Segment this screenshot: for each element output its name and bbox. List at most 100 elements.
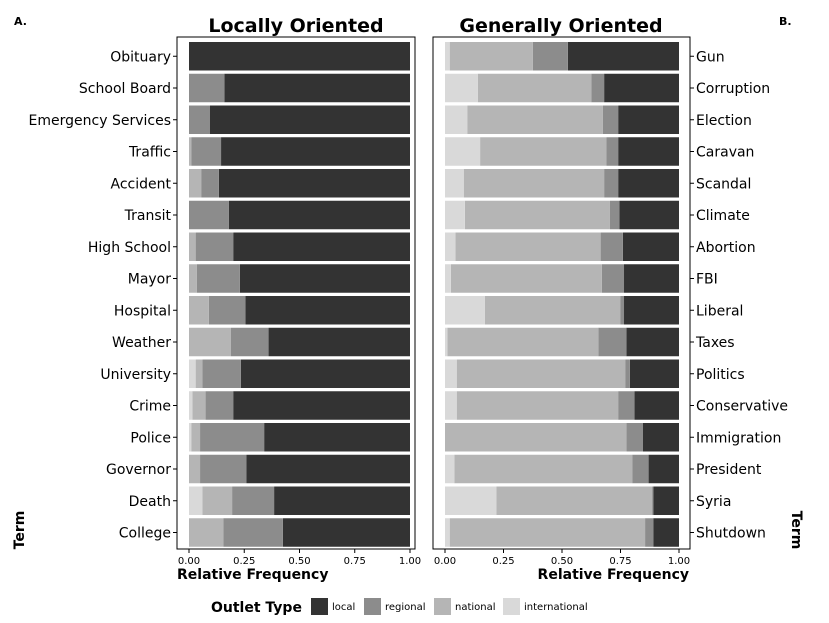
category-label-immigration: Immigration: [696, 430, 781, 446]
category-label-accident: Accident: [111, 176, 172, 192]
bar-taxes-regional: [598, 327, 627, 357]
bar-college-local: [282, 518, 410, 547]
bar-president-international: [445, 454, 455, 484]
category-label-weather: Weather: [112, 335, 171, 351]
category-label-crime: Crime: [129, 399, 171, 415]
bar-mayor-regional: [196, 264, 240, 293]
category-label-police: Police: [130, 430, 171, 446]
bar-gun-regional: [532, 42, 568, 71]
x-ticks-b: 0.00 0.25 0.50 0.75 1.00: [434, 549, 690, 567]
panel-title-locally-oriented: Locally Oriented: [208, 15, 383, 37]
bar-shutdown-regional: [645, 518, 654, 547]
legend-label-local: local: [332, 602, 355, 613]
bar-taxes-international: [445, 327, 448, 357]
legend-swatch-national: [434, 598, 451, 615]
bar-police-local: [264, 423, 410, 452]
bar-police-national: [191, 423, 201, 452]
bar-liberal-international: [445, 296, 485, 325]
bar-traffic-local: [221, 137, 410, 166]
bar-abortion-local: [622, 232, 679, 261]
bar-accident-regional: [201, 169, 219, 198]
bar-governor-regional: [200, 454, 247, 484]
category-label-high-school: High School: [88, 240, 171, 256]
legend-label-international: international: [524, 602, 588, 613]
category-label-climate: Climate: [696, 208, 750, 224]
legend: Outlet Type local regional national interna…: [211, 598, 588, 616]
x-tick-label: 0.75: [344, 556, 366, 567]
bar-caravan-regional: [606, 137, 619, 166]
bar-climate-international: [445, 200, 465, 230]
bar-university-regional: [202, 359, 241, 388]
category-label-governor: Governor: [106, 462, 171, 478]
bar-corruption-regional: [591, 73, 605, 103]
bar-shutdown-international: [445, 518, 450, 547]
bar-death-national: [202, 486, 233, 515]
panel-title-generally-oriented: Generally Oriented: [459, 15, 662, 37]
category-label-scandal: Scandal: [696, 176, 751, 192]
bar-university-national: [195, 359, 203, 388]
bars-group-b: [445, 42, 679, 547]
category-label-gun: Gun: [696, 49, 725, 65]
x-tick-label: 0.00: [434, 556, 456, 567]
bar-fbi-local: [624, 264, 679, 293]
bar-politics-national: [456, 359, 626, 388]
bar-mayor-national: [189, 264, 197, 293]
bar-high-school-local: [233, 232, 410, 261]
category-label-mayor: Mayor: [128, 272, 172, 288]
category-label-hospital: Hospital: [114, 303, 171, 319]
bar-crime-international: [189, 391, 193, 420]
bar-death-international: [189, 486, 203, 515]
bar-crime-local: [233, 391, 410, 420]
category-labels-b: Gun Corruption Election Caravan Scandal Clima…: [690, 49, 788, 542]
y-axis-title-right: Term: [788, 511, 804, 550]
bar-school-board-local: [224, 73, 410, 103]
bar-politics-international: [445, 359, 457, 388]
bar-weather-national: [189, 327, 231, 357]
bar-conservative-international: [445, 391, 457, 420]
bar-weather-local: [268, 327, 410, 357]
bar-immigration-national: [445, 423, 627, 452]
bar-president-regional: [632, 454, 649, 484]
bar-election-international: [445, 105, 468, 134]
bar-college-regional: [223, 518, 283, 547]
bar-abortion-regional: [600, 232, 623, 261]
bar-president-national: [454, 454, 633, 484]
bar-caravan-local: [618, 137, 679, 166]
category-label-syria: Syria: [696, 494, 731, 510]
bar-hospital-national: [189, 296, 209, 325]
plot-frame-a: [176, 36, 416, 550]
bar-corruption-national: [477, 73, 592, 103]
bar-shutdown-local: [653, 518, 679, 547]
legend-items: local regional national international: [311, 598, 588, 615]
bar-immigration-regional: [626, 423, 643, 452]
legend-label-regional: regional: [385, 602, 426, 613]
bar-governor-local: [246, 454, 410, 484]
x-tick-label: 0.50: [288, 556, 310, 567]
category-label-election: Election: [696, 113, 752, 129]
bar-governor-national: [189, 454, 201, 484]
panel-locally-oriented: A. Locally Oriented Obituary School Board…: [12, 15, 421, 583]
category-label-president: President: [696, 462, 762, 478]
bar-politics-local: [629, 359, 679, 388]
panel-letter-a: A.: [14, 15, 27, 28]
bar-scandal-local: [618, 169, 679, 198]
bar-conservative-local: [634, 391, 679, 420]
x-tick-label: 0.25: [492, 556, 514, 567]
bar-high-school-regional: [195, 232, 234, 261]
bar-death-regional: [232, 486, 275, 515]
category-label-taxes: Taxes: [695, 335, 735, 351]
bar-crime-regional: [205, 391, 234, 420]
bar-emergency-services-local: [210, 105, 410, 134]
x-ticks-a: 0.00 0.25 0.50 0.75 1.00: [178, 549, 421, 567]
bar-death-local: [274, 486, 410, 515]
category-label-death: Death: [129, 494, 171, 510]
category-labels-a: Obituary School Board Emergency Services Tr…: [29, 49, 177, 542]
bar-abortion-national: [455, 232, 601, 261]
category-label-college: College: [119, 526, 171, 542]
x-tick-label: 0.00: [178, 556, 200, 567]
bars-group-a: [189, 42, 410, 547]
bar-liberal-regional: [620, 296, 625, 325]
bar-transit-local: [228, 200, 410, 230]
category-label-corruption: Corruption: [696, 81, 770, 97]
